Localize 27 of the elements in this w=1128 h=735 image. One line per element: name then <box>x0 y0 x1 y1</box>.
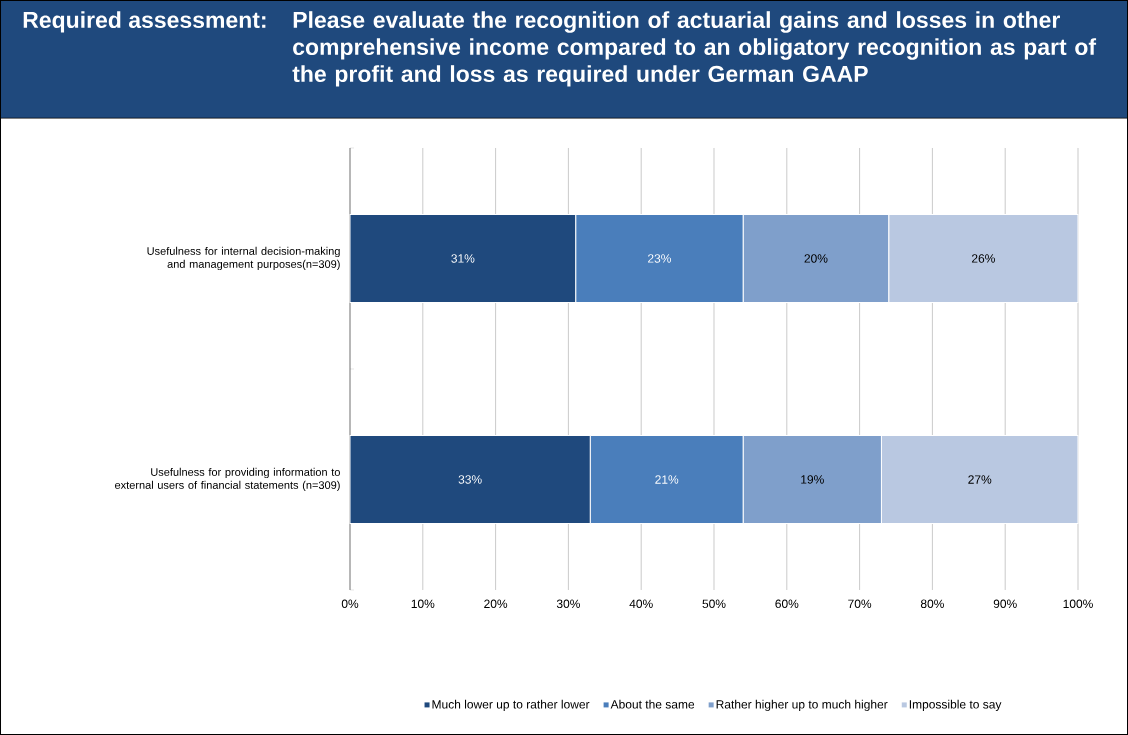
x-tick-label: 80% <box>920 599 944 609</box>
x-tick-label: 30% <box>556 599 580 609</box>
x-tick-label: 90% <box>993 599 1017 609</box>
legend-label: Much lower up to rather lower <box>432 699 590 711</box>
data-label: 31% <box>451 254 475 263</box>
y-tick-label: Usefulness for providing information to external users of financial statements (n=309) <box>115 467 340 492</box>
x-tick-label: 50% <box>702 599 726 609</box>
data-label: 21% <box>655 475 679 484</box>
x-tick-label: 70% <box>848 599 872 609</box>
data-label: 27% <box>968 475 992 484</box>
x-tick-label: 10% <box>411 599 435 609</box>
x-tick-label: 100% <box>1063 599 1093 609</box>
y-tick-label: Usefulness for internal decision-making and management purposes(n=309) <box>147 246 340 271</box>
data-label: 20% <box>804 254 828 263</box>
text: Required assessment: <box>23 11 266 33</box>
x-tick-label: 40% <box>629 599 653 609</box>
data-label: 33% <box>458 475 482 484</box>
x-tick-label: 20% <box>484 599 508 609</box>
data-label: 26% <box>971 254 995 263</box>
x-tick-label: 60% <box>775 599 799 609</box>
legend-label: Impossible to say <box>909 699 1002 711</box>
legend-label: Rather higher up to much higher <box>716 699 888 711</box>
data-label: 23% <box>647 254 671 263</box>
x-tick-label: 0% <box>341 599 359 609</box>
data-label: 19% <box>801 475 824 484</box>
legend-label: About the same <box>610 699 695 709</box>
chart-subtitle: Please evaluate the recognition of actuarial gains and losses in other comprehensive income compared to an obligatory recognition as part of the profit and loss as required under German GAAP <box>292 11 1097 87</box>
